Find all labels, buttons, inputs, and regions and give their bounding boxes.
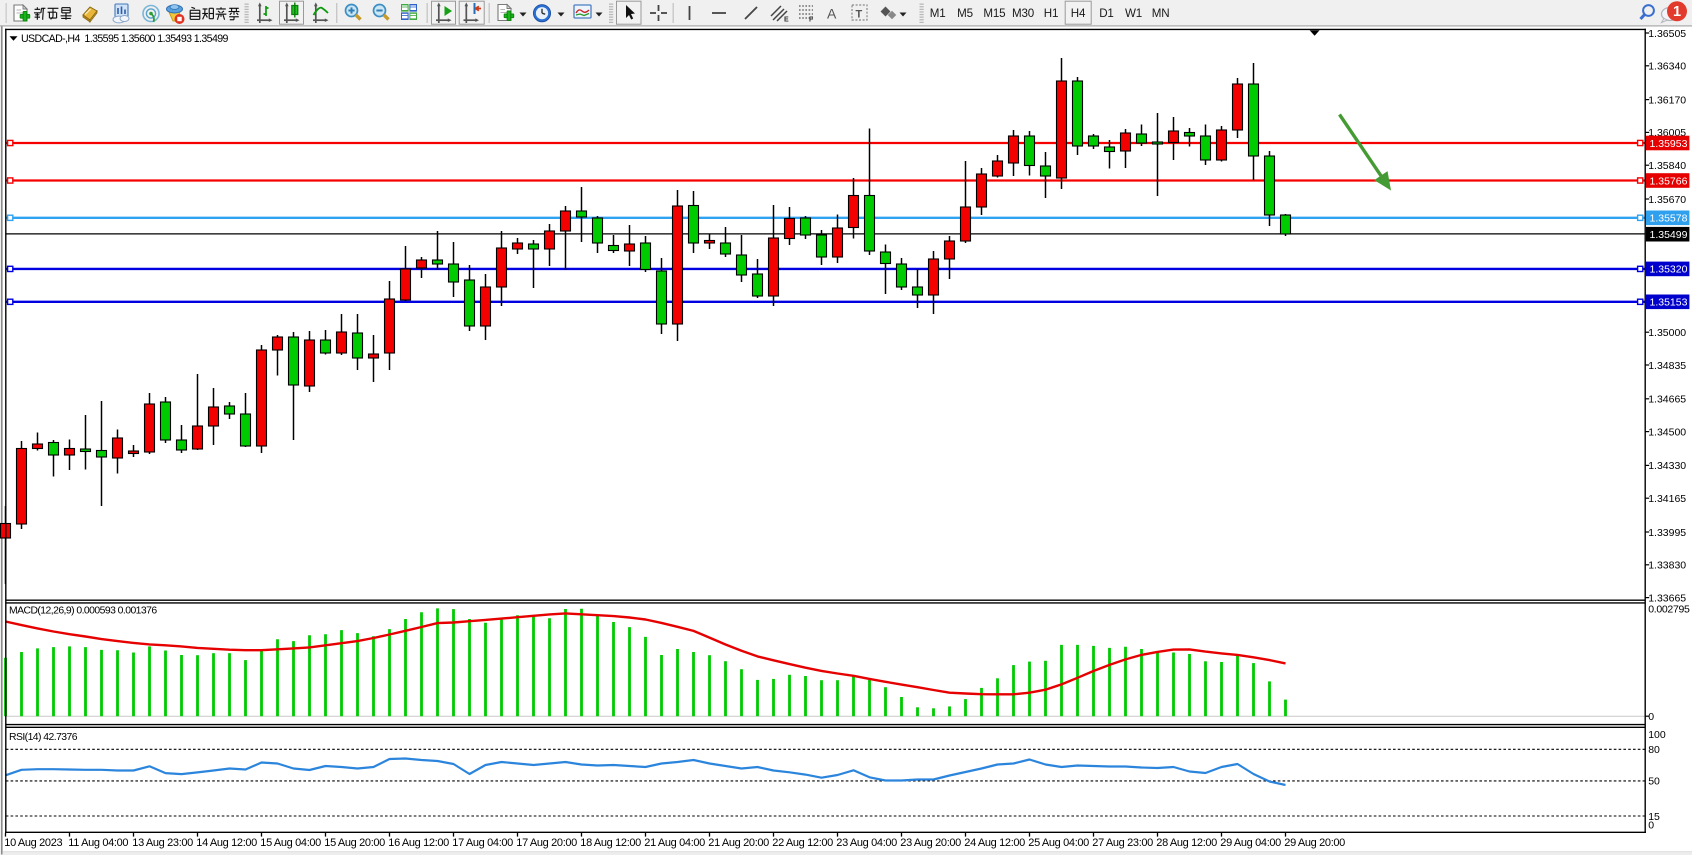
svg-text:18 Aug 12:00: 18 Aug 12:00 [580, 837, 641, 849]
svg-text:15 Aug 04:00: 15 Aug 04:00 [260, 837, 321, 849]
svg-text:1: 1 [1673, 4, 1681, 20]
svg-text:27 Aug 23:00: 27 Aug 23:00 [1092, 837, 1153, 849]
svg-text:13 Aug 23:00: 13 Aug 23:00 [132, 837, 193, 849]
svg-text:USDCAD-,H4 1.35595 1.35600 1.: USDCAD-,H4 1.35595 1.35600 1.35493 1.354… [21, 33, 229, 45]
svg-text:25 Aug 04:00: 25 Aug 04:00 [1028, 837, 1089, 849]
svg-text:1.35000: 1.35000 [1648, 327, 1686, 339]
svg-text:MN: MN [1152, 7, 1170, 20]
svg-text:F: F [809, 17, 814, 24]
svg-text:1.36170: 1.36170 [1648, 94, 1686, 106]
svg-text:17 Aug 20:00: 17 Aug 20:00 [516, 837, 577, 849]
svg-text:14 Aug 12:00: 14 Aug 12:00 [196, 837, 257, 849]
svg-text:T: T [856, 9, 863, 21]
svg-text:29 Aug 20:00: 29 Aug 20:00 [1284, 837, 1345, 849]
svg-text:23 Aug 04:00: 23 Aug 04:00 [836, 837, 897, 849]
svg-text:1.35953: 1.35953 [1650, 138, 1688, 150]
svg-text:1.35499: 1.35499 [1650, 229, 1688, 241]
svg-text:H1: H1 [1044, 7, 1058, 20]
svg-text:M5: M5 [957, 7, 973, 20]
svg-text:A: A [827, 6, 837, 22]
svg-text:28 Aug 12:00: 28 Aug 12:00 [1156, 837, 1217, 849]
svg-text:0.002795: 0.002795 [1648, 604, 1690, 616]
svg-text:W1: W1 [1125, 7, 1142, 20]
svg-text:1.35766: 1.35766 [1650, 175, 1688, 187]
svg-text:1.35670: 1.35670 [1648, 194, 1686, 206]
svg-text:1.36340: 1.36340 [1648, 61, 1686, 73]
svg-text:1.34330: 1.34330 [1648, 460, 1686, 472]
svg-text:21 Aug 20:00: 21 Aug 20:00 [708, 837, 769, 849]
svg-text:MACD(12,26,9) 0.000593 0.00137: MACD(12,26,9) 0.000593 0.001376 [9, 606, 157, 617]
svg-text:1.35153: 1.35153 [1650, 297, 1688, 309]
svg-text:1.36505: 1.36505 [1648, 28, 1686, 40]
svg-text:H4: H4 [1071, 7, 1086, 20]
svg-text:E: E [784, 17, 789, 24]
svg-text:1.34835: 1.34835 [1648, 360, 1686, 372]
svg-text:1.33665: 1.33665 [1648, 592, 1686, 604]
svg-text:1.33830: 1.33830 [1648, 560, 1686, 572]
svg-text:15: 15 [1648, 811, 1660, 823]
svg-text:29 Aug 04:00: 29 Aug 04:00 [1220, 837, 1281, 849]
svg-text:0: 0 [1648, 711, 1654, 723]
svg-text:15 Aug 20:00: 15 Aug 20:00 [324, 837, 385, 849]
svg-text:11 Aug 04:00: 11 Aug 04:00 [68, 837, 128, 849]
svg-text:D1: D1 [1099, 7, 1113, 20]
svg-text:16 Aug 12:00: 16 Aug 12:00 [388, 837, 449, 849]
svg-text:1.34500: 1.34500 [1648, 426, 1686, 438]
svg-text:RSI(14) 42.7376: RSI(14) 42.7376 [9, 732, 78, 743]
svg-text:23 Aug 20:00: 23 Aug 20:00 [900, 837, 961, 849]
svg-text:50: 50 [1648, 776, 1660, 788]
svg-text:100: 100 [1648, 729, 1666, 741]
svg-text:80: 80 [1648, 744, 1660, 756]
svg-text:1.34665: 1.34665 [1648, 394, 1686, 406]
svg-text:17 Aug 04:00: 17 Aug 04:00 [452, 837, 513, 849]
svg-text:24 Aug 12:00: 24 Aug 12:00 [964, 837, 1025, 849]
svg-text:21 Aug 04:00: 21 Aug 04:00 [644, 837, 705, 849]
svg-text:1.34165: 1.34165 [1648, 493, 1686, 505]
svg-text:M30: M30 [1012, 7, 1034, 20]
svg-text:1.35578: 1.35578 [1650, 213, 1688, 225]
svg-text:1.35320: 1.35320 [1650, 264, 1688, 276]
svg-text:1.33995: 1.33995 [1648, 527, 1686, 539]
svg-text:0: 0 [1648, 820, 1654, 832]
svg-text:22 Aug 12:00: 22 Aug 12:00 [772, 837, 833, 849]
svg-text:M15: M15 [983, 7, 1005, 20]
svg-text:10 Aug 2023: 10 Aug 2023 [4, 837, 62, 849]
svg-text:M1: M1 [930, 7, 946, 20]
svg-text:1.35840: 1.35840 [1648, 160, 1686, 172]
